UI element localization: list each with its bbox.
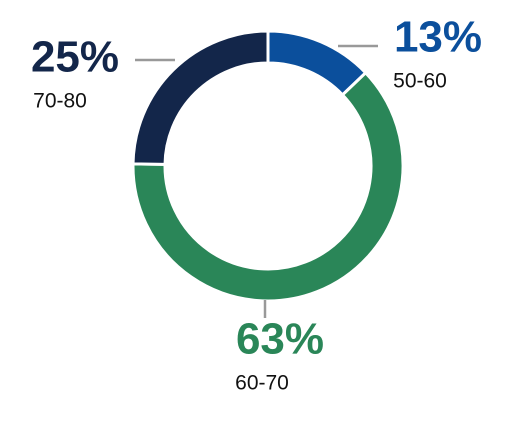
value-label: 63%	[236, 315, 324, 364]
donut-slice	[131, 29, 270, 166]
category-label: 50-60	[393, 70, 447, 93]
donut-slice	[131, 70, 405, 303]
value-label: 25%	[31, 33, 119, 82]
value-label: 13%	[394, 13, 482, 62]
category-label: 70-80	[33, 90, 87, 113]
category-label: 60-70	[235, 372, 289, 395]
